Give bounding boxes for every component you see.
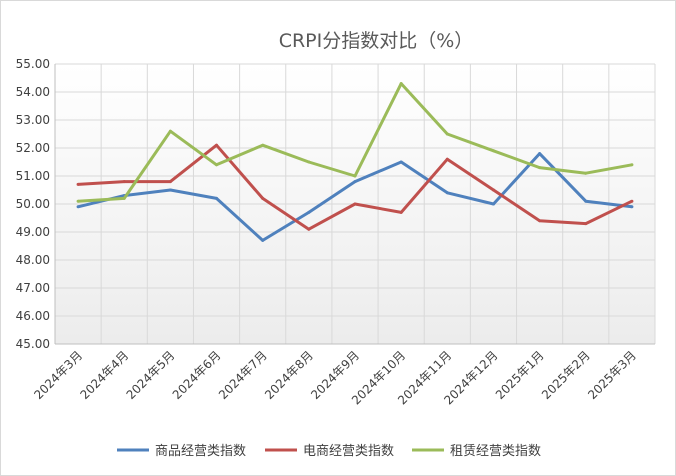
y-tick-label: 46.00	[16, 309, 50, 323]
x-axis: 2024年3月2024年4月2024年5月2024年6月2024年7月2024年…	[31, 343, 655, 407]
y-tick-label: 53.00	[16, 113, 50, 127]
x-tick-label: 2024年6月	[170, 348, 224, 402]
x-tick-label: 2024年5月	[124, 348, 178, 402]
data-point	[584, 199, 588, 203]
data-point	[215, 163, 219, 167]
data-point	[584, 171, 588, 175]
data-point	[261, 143, 265, 147]
data-point	[399, 210, 403, 214]
y-axis: 45.00 46.00 47.00 48.00 49.00 50.00 51.00 52.00…	[16, 57, 56, 351]
x-tick-label: 2025年1月	[493, 348, 547, 402]
data-point	[353, 174, 357, 178]
data-point	[168, 188, 172, 192]
y-tick-label: 50.00	[16, 197, 50, 211]
data-point	[215, 196, 219, 200]
y-tick-label: 55.00	[16, 57, 50, 71]
y-tick-label: 51.00	[16, 169, 50, 183]
data-point	[630, 163, 634, 167]
y-tick-label: 45.00	[16, 337, 50, 351]
data-point	[584, 222, 588, 226]
legend: 商品经营类指数 电商经营类指数 租赁经营类指数	[117, 444, 541, 459]
data-point	[215, 143, 219, 147]
data-point	[491, 149, 495, 153]
y-tick-label: 48.00	[16, 253, 50, 267]
data-point	[445, 191, 449, 195]
data-point	[307, 227, 311, 231]
data-point	[76, 182, 80, 186]
x-tick-label: 2024年3月	[31, 348, 85, 402]
legend-label-2: 租赁经营类指数	[450, 444, 541, 459]
data-point	[122, 180, 126, 184]
x-tick-label: 2024年4月	[77, 348, 131, 402]
chart-title: CRPI分指数对比（%）	[279, 30, 474, 52]
x-tick-label: 2024年8月	[262, 348, 316, 402]
data-point	[445, 157, 449, 161]
y-tick-label: 54.00	[16, 85, 50, 99]
data-point	[168, 180, 172, 184]
y-tick-label: 49.00	[16, 225, 50, 239]
data-point	[491, 188, 495, 192]
data-point	[76, 199, 80, 203]
data-point	[445, 132, 449, 136]
y-tick-label: 47.00	[16, 281, 50, 295]
data-point	[353, 202, 357, 206]
data-point	[630, 199, 634, 203]
x-tick-label: 2024年7月	[216, 348, 270, 402]
data-point	[307, 160, 311, 164]
data-point	[261, 238, 265, 242]
data-point	[538, 166, 542, 170]
data-point	[399, 160, 403, 164]
data-point	[399, 82, 403, 86]
x-tick-label: 2025年2月	[539, 348, 593, 402]
series-lines	[76, 82, 634, 242]
legend-label-0: 商品经营类指数	[155, 444, 246, 459]
data-point	[538, 152, 542, 156]
data-point	[538, 219, 542, 223]
y-tick-label: 52.00	[16, 141, 50, 155]
x-tick-label: 2025年3月	[585, 348, 639, 402]
data-point	[491, 202, 495, 206]
data-point	[307, 210, 311, 214]
data-point	[122, 196, 126, 200]
data-point	[630, 205, 634, 209]
data-point	[261, 196, 265, 200]
data-point	[76, 205, 80, 209]
data-point	[353, 180, 357, 184]
data-point	[168, 129, 172, 133]
legend-label-1: 电商经营类指数	[303, 444, 394, 459]
